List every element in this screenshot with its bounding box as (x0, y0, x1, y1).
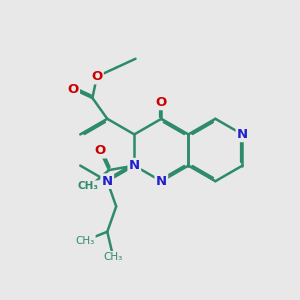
Text: O: O (94, 144, 106, 157)
Text: O: O (68, 82, 79, 96)
Text: O: O (91, 70, 103, 83)
Text: N: N (129, 159, 140, 172)
Text: N: N (156, 175, 167, 188)
Text: N: N (102, 175, 113, 188)
Text: O: O (156, 96, 167, 109)
Text: N: N (237, 128, 248, 141)
Text: CH₃: CH₃ (103, 252, 123, 262)
Text: CH₃: CH₃ (78, 182, 99, 191)
Text: CH₃: CH₃ (75, 236, 94, 246)
